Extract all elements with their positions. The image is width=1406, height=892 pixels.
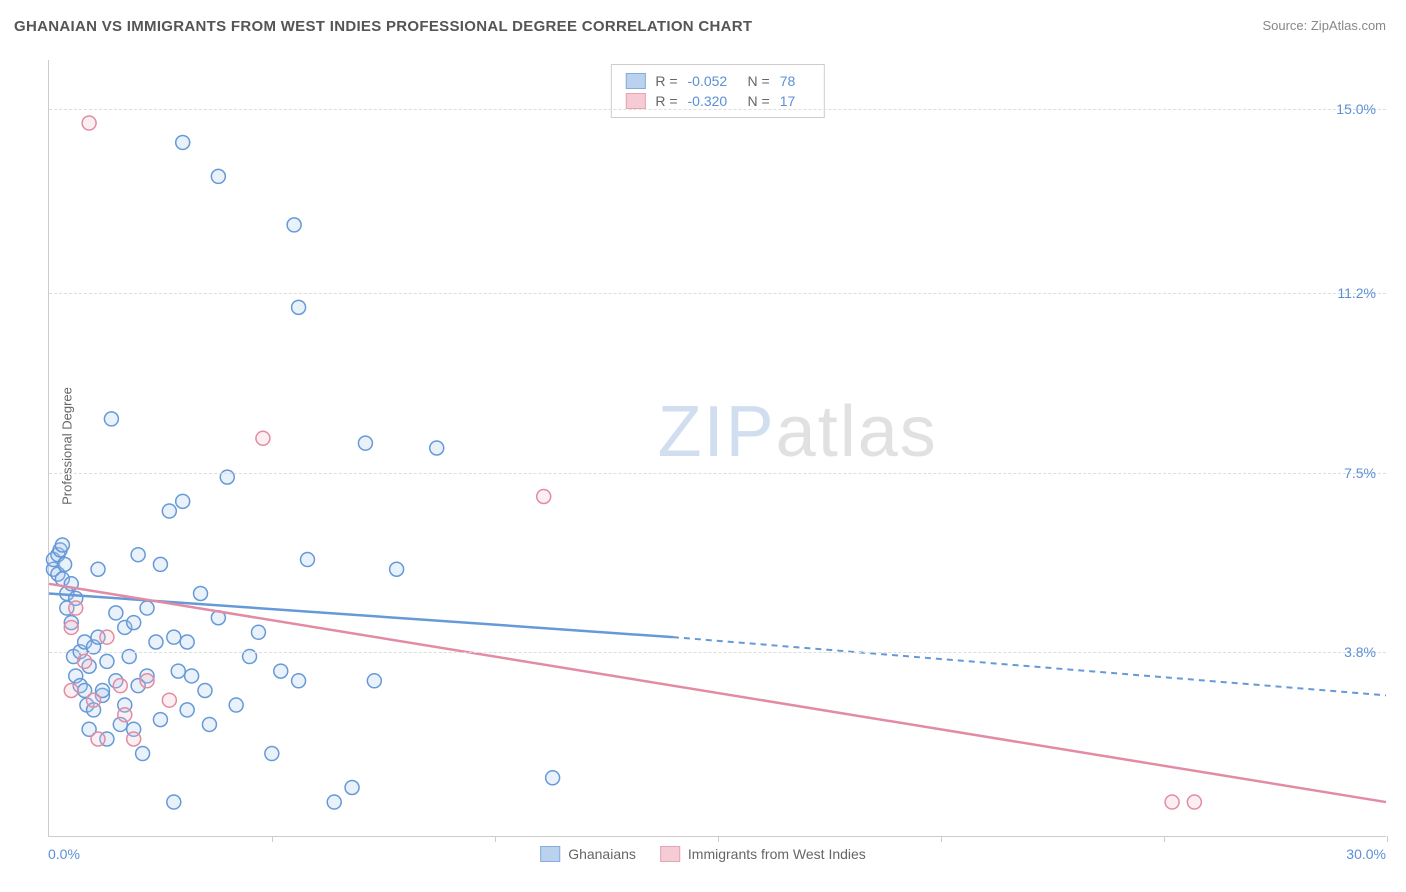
y-tick-label: 15.0% <box>1336 101 1376 117</box>
scatter-point <box>287 218 301 232</box>
x-tick <box>718 836 719 842</box>
scatter-point <box>104 412 118 426</box>
scatter-point <box>140 674 154 688</box>
x-tick <box>1164 836 1165 842</box>
scatter-point <box>211 169 225 183</box>
legend-series-item: Immigrants from West Indies <box>660 846 866 862</box>
scatter-point <box>100 630 114 644</box>
scatter-point <box>127 732 141 746</box>
legend-series-label: Immigrants from West Indies <box>688 846 866 862</box>
scatter-point <box>131 548 145 562</box>
scatter-point <box>327 795 341 809</box>
scatter-point <box>91 562 105 576</box>
scatter-point <box>162 693 176 707</box>
scatter-point <box>180 703 194 717</box>
gridline <box>49 473 1386 474</box>
scatter-point <box>171 664 185 678</box>
scatter-point <box>430 441 444 455</box>
y-tick-label: 3.8% <box>1344 644 1376 660</box>
gridline <box>49 109 1386 110</box>
scatter-point <box>78 654 92 668</box>
x-tick <box>941 836 942 842</box>
x-origin-label: 0.0% <box>48 846 80 862</box>
scatter-point <box>265 747 279 761</box>
regression-line <box>49 584 1386 802</box>
scatter-point <box>153 713 167 727</box>
x-tick <box>272 836 273 842</box>
scatter-point <box>176 135 190 149</box>
scatter-point <box>1165 795 1179 809</box>
scatter-point <box>162 504 176 518</box>
scatter-point <box>113 679 127 693</box>
source-attribution: Source: ZipAtlas.com <box>1262 18 1386 33</box>
scatter-point <box>390 562 404 576</box>
scatter-point <box>136 747 150 761</box>
scatter-point <box>140 601 154 615</box>
scatter-point <box>100 654 114 668</box>
scatter-point <box>229 698 243 712</box>
legend-swatch <box>660 846 680 862</box>
regression-line-dashed <box>673 637 1386 695</box>
scatter-point <box>55 538 69 552</box>
scatter-point <box>64 684 78 698</box>
scatter-point <box>202 717 216 731</box>
scatter-point <box>256 431 270 445</box>
scatter-point <box>118 708 132 722</box>
scatter-point <box>274 664 288 678</box>
scatter-point <box>292 674 306 688</box>
legend-swatch <box>540 846 560 862</box>
scatter-point <box>149 635 163 649</box>
scatter-point <box>167 795 181 809</box>
legend-series-item: Ghanaians <box>540 846 636 862</box>
scatter-point <box>64 620 78 634</box>
scatter-point <box>167 630 181 644</box>
x-max-label: 30.0% <box>1346 846 1386 862</box>
scatter-point <box>198 684 212 698</box>
scatter-point <box>367 674 381 688</box>
x-tick <box>1387 836 1388 842</box>
scatter-point <box>300 553 314 567</box>
legend-series-label: Ghanaians <box>568 846 636 862</box>
scatter-point <box>58 557 72 571</box>
gridline <box>49 293 1386 294</box>
scatter-point <box>185 669 199 683</box>
scatter-point <box>176 494 190 508</box>
scatter-point <box>180 635 194 649</box>
scatter-point <box>69 601 83 615</box>
scatter-point <box>153 557 167 571</box>
scatter-point <box>546 771 560 785</box>
legend-series: Ghanaians Immigrants from West Indies <box>540 846 866 862</box>
scatter-point <box>82 116 96 130</box>
scatter-point <box>109 606 123 620</box>
scatter-point <box>87 693 101 707</box>
scatter-point <box>1187 795 1201 809</box>
scatter-point <box>358 436 372 450</box>
y-tick-label: 11.2% <box>1337 285 1376 301</box>
chart-title: GHANAIAN VS IMMIGRANTS FROM WEST INDIES … <box>14 18 752 35</box>
scatter-point <box>91 732 105 746</box>
y-tick-label: 7.5% <box>1344 465 1376 481</box>
gridline <box>49 652 1386 653</box>
scatter-point <box>345 781 359 795</box>
scatter-point <box>292 300 306 314</box>
scatter-point <box>194 587 208 601</box>
scatter-point <box>251 625 265 639</box>
scatter-point <box>537 490 551 504</box>
chart-container: GHANAIAN VS IMMIGRANTS FROM WEST INDIES … <box>0 0 1406 892</box>
x-tick <box>495 836 496 842</box>
scatter-point <box>127 616 141 630</box>
plot-area: ZIPatlas R =-0.052N =78R =-0.320N =17 3.… <box>48 60 1386 837</box>
chart-svg <box>49 60 1386 836</box>
